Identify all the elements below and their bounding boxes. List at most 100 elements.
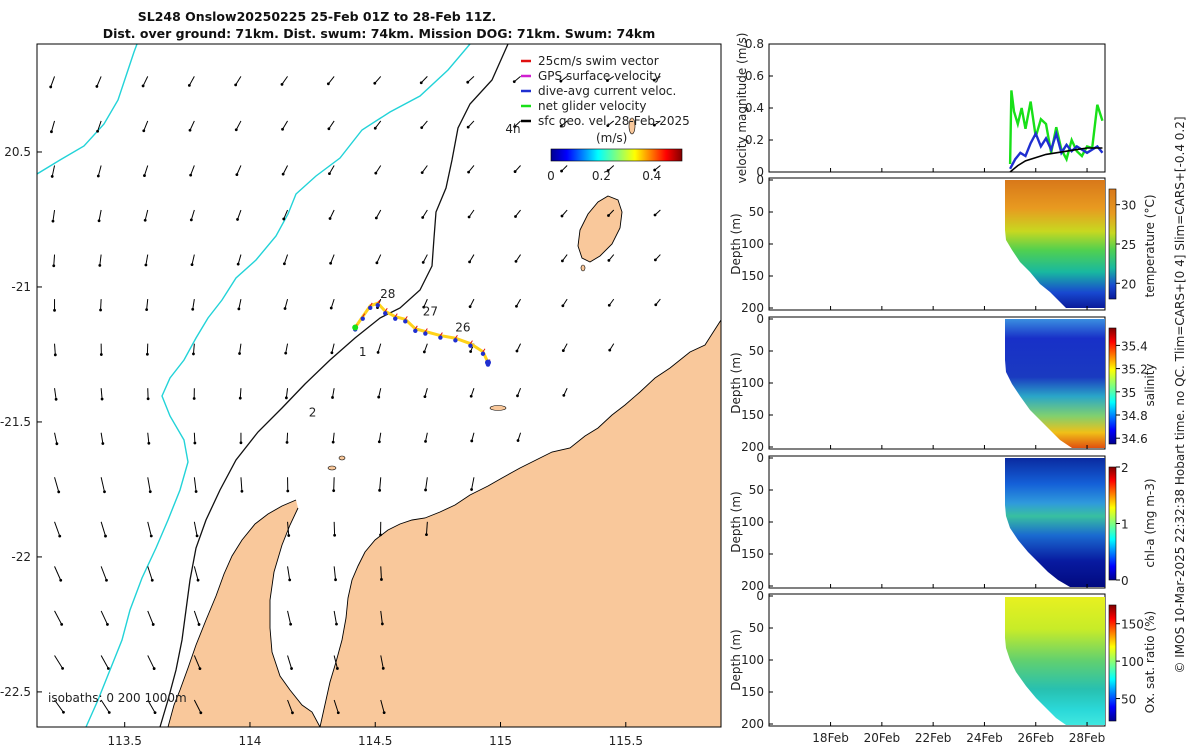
sfc-velocity-arrowhead <box>291 711 294 715</box>
sfc-velocity-arrowhead <box>237 307 241 311</box>
date-tick-label: 20Feb <box>864 731 901 745</box>
sfc-velocity-arrow <box>52 209 56 222</box>
sfc-velocity-arrowhead <box>53 353 57 357</box>
sfc-velocity-arrow <box>100 655 109 669</box>
sfc-velocity-arrowhead <box>189 218 193 222</box>
sfc-velocity-arrow <box>188 76 195 86</box>
sfc-velocity-arrowhead <box>652 78 656 82</box>
sfc-velocity-arrowhead <box>99 308 102 312</box>
sfc-velocity-arrowhead <box>55 442 59 446</box>
velocity-axes <box>768 43 1106 173</box>
sfc-velocity-arrow <box>374 120 382 129</box>
sfc-velocity-arrowhead <box>235 173 239 177</box>
map-tick-labels: 113.5 114 114.5 115 115.5 20.5 -21 -21.5 -22 -22.… <box>0 145 643 748</box>
day-labels: 28 27 26 1 2 4h <box>309 122 521 419</box>
sfc-velocity-arrowhead <box>328 172 331 176</box>
chla-ylabel: Depth (m) <box>729 491 743 552</box>
sfc-velocity-arrowhead <box>143 218 147 222</box>
sfc-velocity-arrow <box>467 76 475 83</box>
sfc-velocity-arrowhead <box>49 85 53 89</box>
sfc-velocity-arrowhead <box>422 350 426 354</box>
sfc-velocity-arrowhead <box>375 261 379 265</box>
sfc-velocity-arrow <box>99 254 102 266</box>
sfc-velocity-arrow <box>97 165 102 177</box>
sfc-velocity-arrow <box>379 477 382 491</box>
sfc-velocity-arrowhead <box>61 666 64 670</box>
sfc-velocity-arrowhead <box>51 219 55 223</box>
sfc-velocity-arrowhead <box>467 215 471 219</box>
colorbar-tick-label: 0.4 <box>642 169 661 183</box>
sfc-velocity-arrowhead <box>141 84 145 88</box>
sfc-velocity-arrowhead <box>106 667 110 670</box>
dive-avg-current-marker <box>468 343 473 348</box>
temperature-colorbar <box>1108 188 1117 300</box>
sfc-velocity-arrowhead <box>329 306 333 310</box>
sfc-velocity-arrow <box>282 165 288 175</box>
sfc-velocity-arrowhead <box>377 440 381 444</box>
sfc-velocity-arrowhead <box>607 303 611 307</box>
sfc-velocity-arrow <box>380 655 384 669</box>
swim-vector-marker <box>394 313 398 317</box>
velocity-series-dive_avg <box>1009 129 1104 170</box>
sfc-velocity-arrow <box>54 521 61 537</box>
title-line-1: SL248 Onslow20250225 25-Feb 01Z to 28-Fe… <box>138 9 496 24</box>
day-label: 2 <box>309 406 317 420</box>
sfc-velocity-arrowhead <box>512 80 516 84</box>
day-label: 4h <box>505 122 520 136</box>
sfc-velocity-arrow <box>235 76 242 86</box>
sfc-velocity-arrowhead <box>327 127 331 131</box>
depth-tick-label: 0 <box>756 451 764 465</box>
sfc-velocity-arrowhead <box>59 578 63 582</box>
sfc-velocity-arrow <box>189 120 195 131</box>
sfc-velocity-arrow <box>54 699 64 713</box>
colorbar-tick-label: 35.4 <box>1121 339 1148 353</box>
depth-tick-label: 50 <box>749 344 764 358</box>
map-y-tick-label: -22.5 <box>0 685 31 699</box>
velocity-y-tick-label: 0.2 <box>745 133 764 147</box>
map-y-tick-label: -21 <box>11 280 31 294</box>
swim-vector-marker <box>482 348 486 353</box>
sfc-velocity-arrowhead <box>106 623 109 626</box>
sfc-velocity-arrowhead <box>326 82 330 86</box>
swim-vector-marker <box>384 307 388 312</box>
sfc-velocity-arrowhead <box>187 84 191 87</box>
sfc-velocity-arrowhead <box>284 351 288 355</box>
sfc-velocity-arrowhead <box>103 490 106 494</box>
sfc-velocity-arrowhead <box>95 85 99 88</box>
map-y-tick-label: -21.5 <box>0 415 31 429</box>
map-x-tick-label: 114.5 <box>358 734 392 748</box>
sfc-velocity-arrowhead <box>236 262 240 266</box>
sfc-velocity-arrow <box>282 120 288 130</box>
date-tick-label: 22Feb <box>915 731 952 745</box>
sfc-velocity-arrowhead <box>192 397 196 400</box>
sfc-velocity-arrow <box>281 76 288 85</box>
temperature-section <box>1005 180 1105 308</box>
sfc-velocity-arrow <box>420 76 428 84</box>
sfc-velocity-arrow <box>146 299 149 310</box>
sfc-velocity-arrow <box>142 76 149 87</box>
sfc-velocity-arrow <box>54 343 56 355</box>
swim-vector-marker <box>455 334 458 339</box>
islets <box>327 117 636 471</box>
sfc-velocity-arrowhead <box>282 217 286 221</box>
sfc-velocity-arrowhead <box>515 304 518 308</box>
sfc-velocity-arrow <box>192 299 195 310</box>
sfc-velocity-arrowhead <box>189 173 193 177</box>
sfc-velocity-arrow <box>328 120 335 130</box>
sfc-velocity-arrowhead <box>54 397 58 401</box>
sfc-velocity-arrowhead <box>191 307 195 311</box>
depth-tick-label: 150 <box>741 547 764 561</box>
sfc-velocity-arrow <box>287 566 291 580</box>
sfc-velocity-arrow <box>147 699 156 713</box>
sfc-velocity-arrowhead <box>468 305 472 309</box>
colorbar-tick-label: 34.6 <box>1121 432 1148 446</box>
depth-tick-label: 50 <box>749 621 764 635</box>
velocity-y-tick-label: 0.6 <box>745 69 764 83</box>
temperature-ylabel: Depth (m) <box>729 213 743 274</box>
sfc-velocity-arrowhead <box>377 395 381 399</box>
day-label: 26 <box>455 321 470 335</box>
sfc-velocity-arrow <box>100 432 104 444</box>
sfc-velocity-arrowhead <box>100 397 104 401</box>
sfc-velocity-arrowhead <box>466 80 470 84</box>
